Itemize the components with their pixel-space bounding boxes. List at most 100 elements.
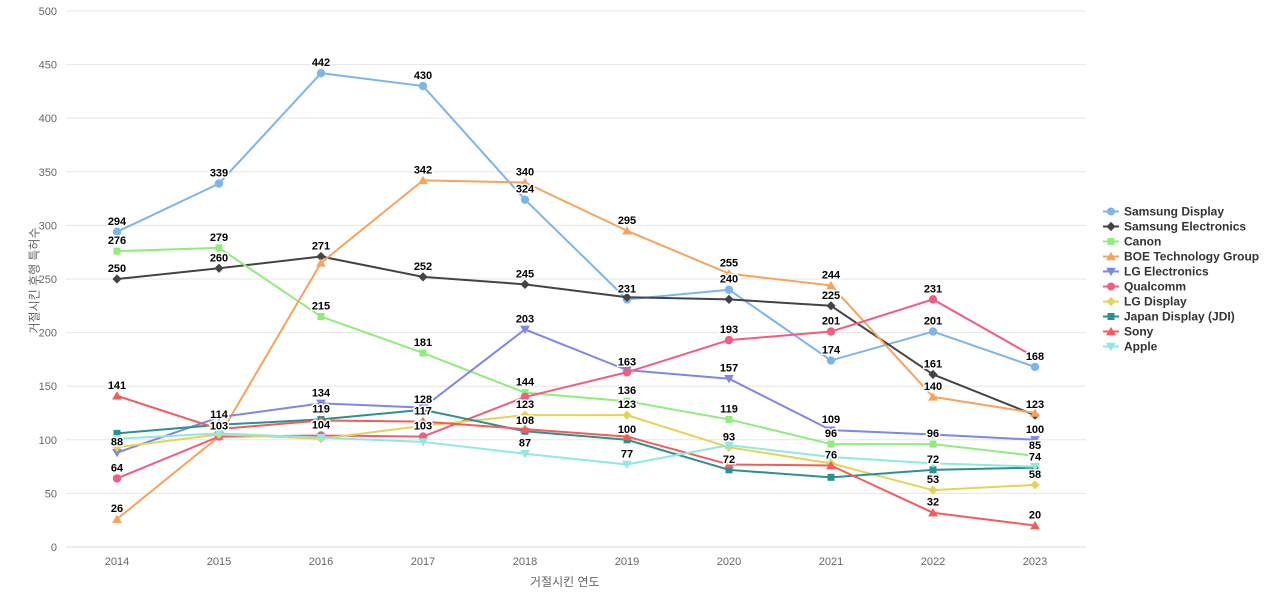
data-label: 141 [108, 380, 126, 392]
x-tick-label: 2022 [921, 556, 945, 568]
data-label: 201 [924, 316, 942, 328]
legend-item-japan-display-jdi-[interactable]: Japan Display (JDI) [1103, 310, 1235, 324]
data-point-marker [418, 81, 428, 91]
y-tick-label: 0 [51, 542, 57, 554]
data-label: 163 [618, 356, 636, 368]
legend-item-samsung-display[interactable]: Samsung Display [1103, 205, 1224, 219]
data-label: 76 [825, 450, 837, 462]
data-point-marker [1030, 436, 1040, 445]
data-point-marker [826, 426, 836, 435]
data-point-marker [1030, 353, 1040, 362]
data-point-marker [928, 508, 938, 517]
legend-label: LG Electronics [1124, 265, 1209, 279]
data-point-marker [1030, 408, 1040, 417]
data-point-marker [316, 258, 326, 267]
legend-item-samsung-electronics[interactable]: Samsung Electronics [1103, 220, 1246, 234]
data-point-marker [622, 292, 632, 302]
legend-item-lg-electronics[interactable]: LG Electronics [1103, 265, 1209, 279]
data-label: 85 [1029, 440, 1041, 452]
data-label: 123 [516, 399, 534, 411]
data-label: 64 [111, 462, 124, 474]
data-point-marker [112, 274, 122, 284]
data-point-marker [520, 410, 530, 420]
data-point-marker [214, 429, 224, 438]
y-axis-title: 거절시킨 후행 특허수 [27, 227, 42, 334]
x-tick-label: 2016 [309, 556, 333, 568]
legend-item-boe-technology-group[interactable]: BOE Technology Group [1103, 250, 1259, 264]
data-point-marker [1030, 480, 1040, 490]
data-point-marker [827, 473, 835, 481]
data-point-marker [928, 369, 938, 380]
legend-item-canon[interactable]: Canon [1103, 235, 1161, 249]
data-label: 136 [618, 385, 636, 397]
y-tick-label: 200 [39, 328, 57, 340]
data-point-marker [724, 335, 734, 345]
data-label: 100 [618, 424, 636, 436]
legend-item-apple[interactable]: Apple [1103, 340, 1158, 354]
data-label: 294 [108, 216, 127, 228]
data-point-marker [520, 424, 530, 433]
x-tick-label: 2017 [411, 556, 435, 568]
data-point-marker [419, 406, 427, 414]
series-line-sony [116, 394, 1036, 527]
legend-marker-symbol [1106, 296, 1116, 307]
legend-marker-symbol [1107, 238, 1115, 245]
data-point-marker [826, 301, 836, 311]
data-label: 168 [1026, 351, 1044, 363]
data-point-marker [419, 349, 427, 357]
data-label: 88 [111, 437, 123, 449]
data-point-marker [113, 429, 121, 437]
data-point-marker [112, 391, 122, 400]
data-point-marker [214, 263, 224, 273]
legend-marker-symbol [1106, 326, 1116, 336]
data-label: 109 [822, 414, 840, 426]
data-point-marker [725, 415, 733, 423]
legend-marker-symbol [1106, 251, 1116, 261]
legend-label: Apple [1124, 340, 1158, 354]
series-line-japan-display-jdi- [116, 408, 1036, 479]
data-point-marker [724, 285, 734, 294]
legend-label: BOE Technology Group [1124, 250, 1259, 264]
data-label: 201 [822, 316, 840, 328]
data-label: 340 [516, 167, 534, 179]
y-tick-label: 250 [39, 274, 57, 286]
legend-item-qualcomm[interactable]: Qualcomm [1103, 280, 1186, 294]
x-tick-label: 2021 [819, 556, 843, 568]
data-point-marker [112, 435, 122, 444]
data-point-marker [724, 294, 734, 304]
y-tick-label: 400 [39, 113, 57, 125]
data-point-marker [827, 440, 835, 448]
data-point-marker [826, 280, 836, 290]
data-label: 203 [516, 313, 534, 325]
data-point-marker [520, 195, 530, 204]
data-point-marker [418, 438, 428, 447]
data-label: 119 [312, 403, 330, 415]
data-label: 144 [516, 377, 535, 389]
data-label: 128 [414, 394, 432, 406]
data-label: 96 [825, 428, 837, 440]
data-label: 53 [927, 474, 939, 486]
legend-item-lg-display[interactable]: LG Display [1103, 295, 1187, 309]
data-point-marker [928, 392, 938, 401]
data-point-marker [928, 430, 938, 440]
series-line-lg-display [116, 414, 1036, 492]
data-label: 96 [927, 428, 939, 440]
data-label: 240 [720, 274, 738, 286]
data-point-marker [520, 177, 530, 187]
legend-item-sony[interactable]: Sony [1103, 325, 1154, 339]
data-point-marker [316, 251, 326, 262]
data-point-marker [928, 485, 938, 495]
data-point-marker [418, 416, 428, 426]
data-label: 108 [516, 415, 534, 427]
data-label: 74 [1029, 452, 1042, 464]
y-tick-label: 300 [39, 220, 57, 232]
data-label: 271 [312, 240, 330, 252]
data-point-marker [725, 466, 733, 474]
legend-label: Qualcomm [1124, 280, 1186, 294]
series-line-apple [116, 432, 1036, 468]
data-point-marker [724, 374, 734, 384]
legend-label: Japan Display (JDI) [1124, 310, 1235, 324]
data-label: 103 [210, 421, 228, 433]
data-point-marker [418, 175, 428, 185]
data-point-marker [928, 295, 938, 304]
